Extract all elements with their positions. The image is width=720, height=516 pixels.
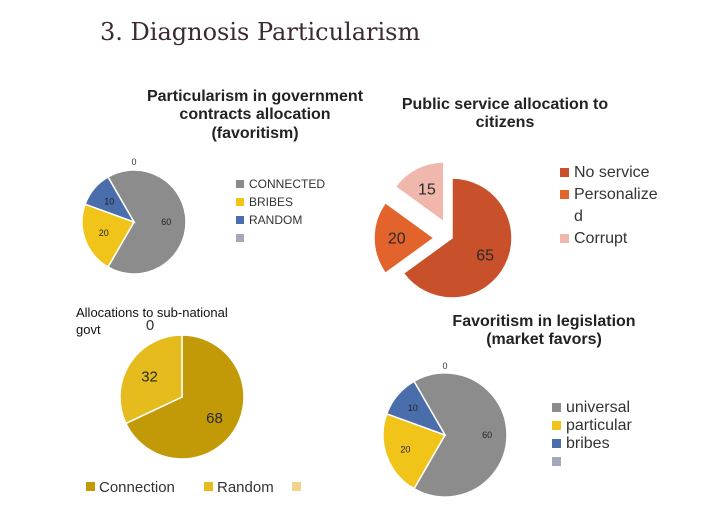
pie-label: 20 [388,231,406,248]
pie-chart-subnational: 68 32 0 Connection Random [86,317,301,496]
legend-swatch [552,457,561,466]
legend-label: BRIBES [249,195,293,209]
pie-slice-connected [106,169,187,275]
pie-label: 65 [476,247,494,264]
legend-swatch [292,482,301,491]
legend-swatch [552,421,561,430]
chart-title-line: govt [76,321,101,337]
pie-label: 10 [104,196,114,206]
legend-label: Connection [99,479,175,496]
page-title: 3. Diagnosis Particularism [100,18,421,46]
legend-label: Random [217,479,274,496]
legend-label: No service [574,164,650,181]
pie-label: 10 [408,403,418,413]
pie-slice-particular [382,412,447,490]
pie-slice-no-service [402,177,513,299]
legend-label: CONNECTED [249,177,325,191]
pie-label: 15 [418,181,436,198]
legend-label: Personalize [574,186,658,203]
pie-slice-universal [412,372,508,498]
pie-label: 0 [442,361,447,371]
legend-swatch [236,198,244,206]
legend-swatch [560,168,569,177]
legend-swatch [236,180,244,188]
pie-label: 68 [206,410,223,427]
legend-swatch [560,190,569,199]
pie-slice-connection [124,334,245,460]
legend-swatch [236,234,244,242]
legend-label: d [574,208,583,225]
legend-label: universal [566,399,630,416]
legend-swatch [204,482,213,491]
legend-swatch [552,403,561,412]
pie-slice-bribes [385,380,447,437]
pie-label: 32 [141,369,158,386]
pie-slice-personalized [373,201,436,275]
pie-slice-bribes [81,203,136,269]
pie-label: 20 [400,445,410,455]
pie-label: 20 [99,228,109,238]
pie-chart-public-service: 65 20 15 No service Personalize d Corrupt [373,161,658,299]
legend-swatch [552,439,561,448]
chart-title-contracts: Particularism in government contracts al… [146,88,364,142]
legend-label: Corrupt [574,230,628,247]
chart-title-line: Allocations to sub-national [76,305,228,320]
legend-swatch [236,216,244,224]
chart-title-subnational: Allocations to sub-national govt [76,305,306,339]
legend-label: RANDOM [249,213,302,227]
pie-label: 0 [146,317,154,334]
legend-label: particular [566,417,632,434]
pie-label: 0 [131,157,136,167]
pie-slice-random [119,334,183,425]
chart-title-public-service: Public service allocation to citizens [401,96,609,132]
pie-chart-contracts: 60 20 10 0 CONNECTED BRIBES RANDOM [81,157,325,275]
legend-swatch [560,234,569,243]
pie-slice-random [84,175,136,224]
chart-title-legislation: Favoritism in legislation (market favors… [452,313,636,349]
legend-label: bribes [566,435,610,452]
pie-label: 60 [161,217,171,227]
pie-label: 60 [482,430,492,440]
legend-swatch [86,482,95,491]
pie-slice-corrupt [394,161,445,224]
